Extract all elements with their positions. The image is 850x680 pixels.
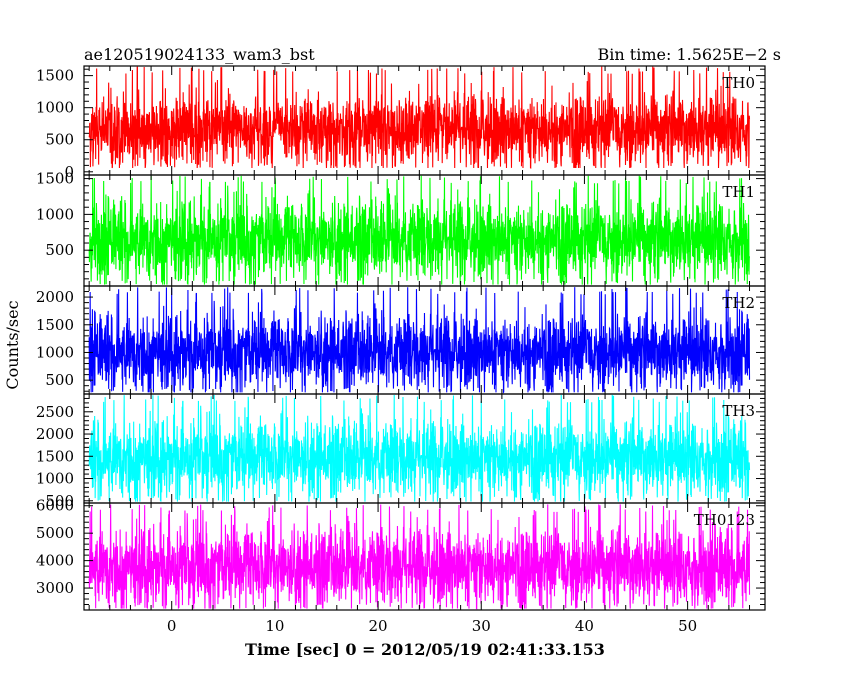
series-label-th0123: TH0123 (694, 511, 755, 529)
y-tick-label: 2000 (36, 288, 74, 306)
y-tick-label: 1500 (36, 316, 74, 334)
y-tick-label: 1500 (36, 170, 74, 188)
series-line-th3 (88, 394, 751, 502)
y-tick-label: 0 (64, 163, 74, 181)
y-tick-label: 3000 (36, 579, 74, 597)
x-tick-label: 10 (265, 617, 284, 635)
y-tick-label: 500 (45, 492, 74, 510)
y-tick-label: 2500 (36, 403, 74, 421)
x-tick-label: 20 (369, 617, 388, 635)
x-tick-label: 40 (575, 617, 594, 635)
y-tick-label: 1000 (36, 343, 74, 361)
y-tick-label: 500 (45, 371, 74, 389)
y-axis-label: Counts/sec (3, 300, 22, 389)
series-line-th1 (88, 175, 751, 285)
series-line-th2 (88, 287, 751, 394)
y-tick-label: 1000 (36, 99, 74, 117)
series-line-th0 (88, 66, 751, 169)
series-label-th3: TH3 (722, 402, 755, 420)
series-label-th0: TH0 (722, 74, 755, 92)
chart-title: ae120519024133_wam3_bst (84, 45, 315, 64)
y-tick-label: 500 (45, 241, 74, 259)
x-tick-label: 30 (472, 617, 491, 635)
x-tick-label: 0 (167, 617, 177, 635)
y-tick-label: 5000 (36, 524, 74, 542)
y-tick-label: 1500 (36, 67, 74, 85)
y-tick-label: 1000 (36, 205, 74, 223)
bin-time-label: Bin time: 1.5625E−2 s (598, 45, 781, 64)
panel-frame-th0123 (83, 502, 766, 611)
y-tick-label: 1500 (36, 447, 74, 465)
x-axis-label: Time [sec] 0 = 2012/05/19 02:41:33.153 (245, 640, 605, 659)
series-label-th2: TH2 (722, 294, 755, 312)
series-label-th1: TH1 (722, 183, 755, 201)
x-tick-label: 50 (678, 617, 697, 635)
series-line-th0123 (88, 504, 751, 610)
y-tick-label: 500 (45, 131, 74, 149)
y-tick-label: 4000 (36, 552, 74, 570)
y-tick-label: 2000 (36, 425, 74, 443)
y-tick-label: 6000 (36, 497, 74, 515)
y-tick-label: 1000 (36, 470, 74, 488)
